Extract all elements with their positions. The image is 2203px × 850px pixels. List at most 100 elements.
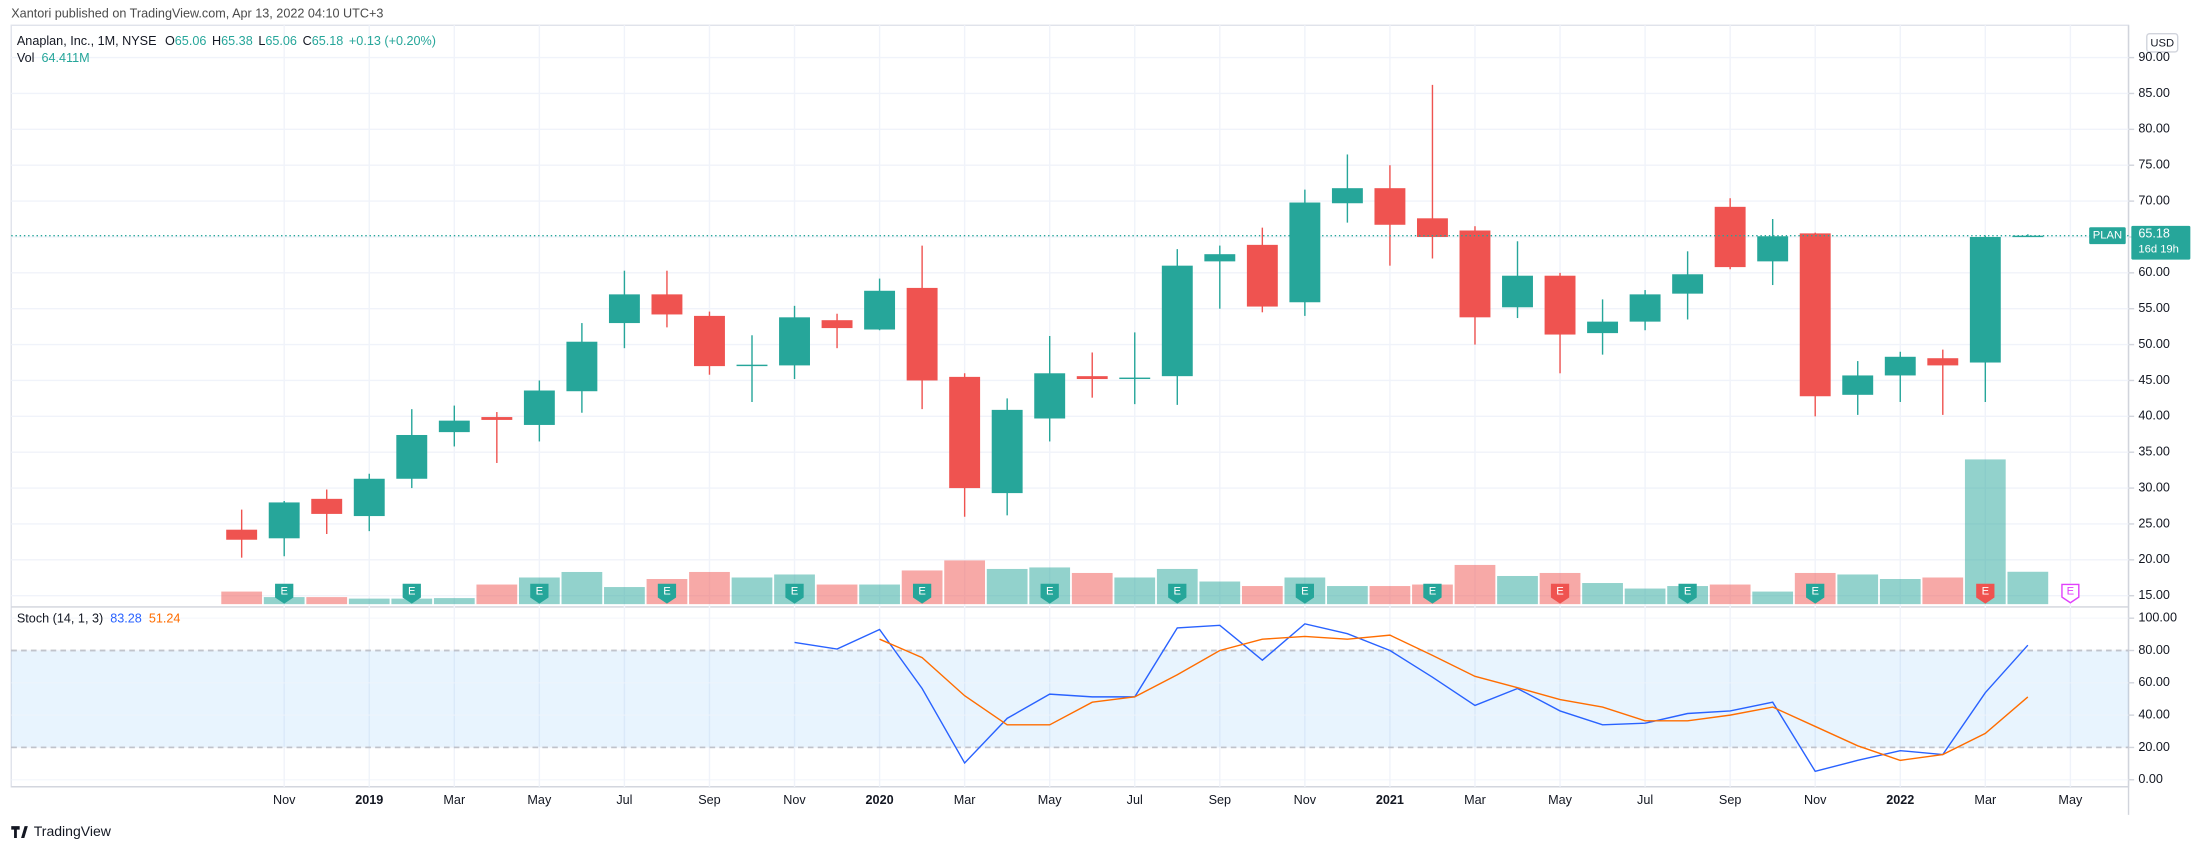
candle-body [1672,274,1704,294]
volume-legend: Vol 64.411M [17,51,90,65]
volume-bar [1114,577,1156,605]
stoch-tick-label: 40.00 [2138,707,2170,721]
earnings-label: E [918,585,925,597]
candle-body [1374,188,1406,225]
earnings-marker [275,583,294,604]
price-label: 65.18 [2138,227,2170,241]
y-tick-label: 30.00 [2138,480,2170,494]
candle-body [1161,265,1193,377]
y-tick-label: 45.00 [2138,373,2170,387]
volume-bar [1369,586,1411,605]
x-tick-label: Sep [1209,793,1231,807]
candle-body [1119,377,1151,380]
earnings-marker [1040,583,1059,604]
candle-body [864,290,896,330]
volume-bar [221,591,263,605]
y-tick-label: 55.00 [2138,301,2170,315]
earnings-marker [1423,583,1442,604]
candle-body [1289,202,1321,303]
volume-bar [1582,583,1623,605]
volume-bar [476,584,518,605]
volume-bar [1837,574,1879,605]
candle-body [906,287,938,381]
candle-body [1757,236,1789,262]
earnings-label: E [791,585,798,597]
earnings-marker [1806,583,1825,604]
earnings-marker [1976,583,1995,604]
candle-body [1204,254,1236,262]
candle-body [991,409,1023,494]
candle-body [1884,356,1916,376]
x-tick-label: May [527,793,552,807]
volume-bar [816,584,858,605]
x-tick-label: Mar [1464,793,1486,807]
ohlc-value: 65.06 [265,34,297,48]
x-tick-label: 2021 [1376,793,1404,807]
volume-bar [986,568,1028,605]
candle-body [566,341,598,392]
x-tick-label: Mar [954,793,976,807]
earnings-label: E [1556,585,1563,597]
candle-body [1714,206,1746,268]
candle-body [1076,376,1108,380]
x-tick-label: 2020 [866,793,894,807]
y-tick-label: 75.00 [2138,158,2170,172]
earnings-marker [1168,583,1187,604]
x-tick-label: May [1038,793,1063,807]
volume-bar [306,597,348,605]
volume-bar [1497,575,1538,605]
stoch-line [879,634,2029,762]
earnings-label: E [1429,585,1436,597]
candle-body [438,420,470,433]
x-tick-label: Jul [1637,793,1653,807]
stoch-tick-label: 60.00 [2138,675,2170,689]
earnings-marker [1678,583,1697,604]
volume-bar [859,584,900,605]
stoch-tick-label: 100.00 [2138,611,2177,625]
candle-body [481,417,513,420]
candle-body [1459,230,1491,318]
candle-body [694,315,725,367]
candle-body [1842,375,1874,395]
candle-body [523,390,555,425]
volume-bar [944,560,986,605]
candle-body [2012,235,2044,238]
candle-body [268,502,300,539]
volume-name: Vol [17,51,35,65]
ohlc-value: 65.06 [175,34,207,48]
symbol-label: PLAN [2093,230,2122,242]
volume-bar [1071,572,1113,605]
y-tick-label: 85.00 [2138,86,2170,100]
change-label: +0.13 (+0.20%) [349,34,436,48]
volume-bar [1709,584,1751,605]
ohlc-letter: H [212,34,221,48]
price-box [2131,225,2191,260]
publisher-line: Xantori published on TradingView.com, Ap… [11,6,383,20]
candle-body [396,434,428,479]
earnings-marker [530,583,549,604]
ohlc-value: 65.18 [312,34,344,48]
earnings-label: E [2067,585,2074,597]
countdown: 16d 19h [2138,244,2179,256]
y-tick-label: 50.00 [2138,337,2170,351]
volume-bar [348,598,390,605]
candle-body [1331,188,1363,204]
volume-bar [1879,579,1921,605]
earnings-label: E [1046,585,1053,597]
x-tick-label: Nov [1294,793,1317,807]
currency-box[interactable] [2146,33,2179,53]
volume-bar [1752,591,1794,605]
earnings-label: E [1684,585,1691,597]
y-tick-label: 35.00 [2138,445,2170,459]
x-tick-label: 2019 [355,793,383,807]
price-legend: Anaplan, Inc., 1M, NYSE O65.06 H65.38 L65.0… [17,34,436,48]
candle-body [821,320,853,329]
volume-bar [561,571,603,605]
y-tick-label: 90.00 [2138,50,2170,64]
candle-body [1969,236,2001,363]
volume-bar [689,571,730,605]
stoch-value: 51.24 [149,612,181,626]
x-tick-label: Mar [443,793,465,807]
candle-body [1246,244,1278,307]
